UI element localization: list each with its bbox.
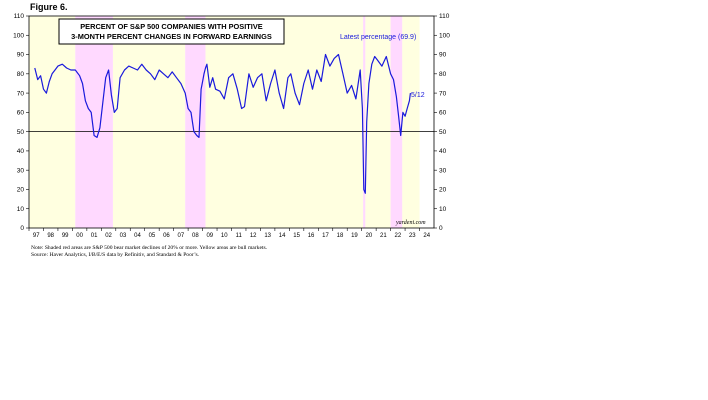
y-tick-label-left: 90	[17, 52, 25, 59]
market-bands	[29, 16, 420, 228]
x-tick-label: 04	[134, 233, 141, 239]
bear-market-band	[75, 16, 113, 228]
y-tick-label-right: 0	[439, 225, 443, 232]
legend-latest-percentage: Latest percentage (69.9)	[340, 34, 416, 41]
x-tick-label: 02	[105, 233, 112, 239]
y-tick-label-left: 70	[17, 90, 25, 97]
series-line	[34, 53, 411, 194]
bear-market-band	[363, 16, 366, 228]
watermark: yardeni.com	[395, 220, 426, 226]
chart-title-line1: PERCENT OF S&P 500 COMPANIES WITH POSITI…	[80, 22, 263, 31]
x-tick-label: 97	[33, 233, 40, 239]
chart-source: Source: Haver Analytics, I/B/E/S data by…	[31, 252, 200, 258]
x-tick-label: 10	[221, 233, 228, 239]
x-tick-label: 05	[149, 233, 156, 239]
y-tick-label-left: 40	[17, 148, 25, 155]
y-tick-label-right: 40	[439, 148, 447, 155]
x-tick-label: 00	[76, 233, 83, 239]
title-box: PERCENT OF S&P 500 COMPANIES WITH POSITI…	[58, 18, 285, 45]
y-tick-label-left: 100	[13, 32, 24, 39]
y-tick-label-left: 0	[20, 225, 24, 232]
x-tick-label: 14	[279, 233, 286, 239]
y-tick-label-right: 30	[439, 167, 447, 174]
x-tick-label: 22	[394, 233, 401, 239]
bear-market-band	[185, 16, 206, 228]
y-tick-label-right: 110	[439, 13, 450, 20]
x-tick-label: 21	[380, 233, 387, 239]
bull-market-band	[365, 16, 391, 228]
y-tick-label-right: 50	[439, 129, 447, 136]
y-tick-label-left: 30	[17, 167, 25, 174]
x-tick-label: 01	[91, 233, 98, 239]
x-tick-label: 98	[47, 233, 54, 239]
y-tick-label-left: 50	[17, 129, 25, 136]
x-tick-label: 23	[409, 233, 416, 239]
x-tick-label: 09	[206, 233, 213, 239]
x-tick-label: 18	[337, 233, 344, 239]
bull-market-band	[205, 16, 364, 228]
x-tick-label: 03	[120, 233, 127, 239]
y-tick-label-left: 80	[17, 71, 25, 78]
x-tick-label: 17	[322, 233, 329, 239]
x-tick-label: 19	[351, 233, 358, 239]
y-tick-label-left: 110	[14, 13, 25, 20]
y-tick-label-left: 10	[17, 206, 25, 213]
chart-title-line2: 3-MONTH PERCENT CHANGES IN FORWARD EARNI…	[71, 32, 272, 41]
x-tick-label: 99	[62, 233, 69, 239]
x-tick-label: 07	[178, 233, 185, 239]
x-tick-label: 20	[366, 233, 373, 239]
x-tick-label: 13	[264, 233, 271, 239]
bull-market-band	[29, 16, 76, 228]
latest-date-annotation: 5/12	[411, 92, 425, 99]
y-tick-label-right: 90	[439, 52, 447, 59]
x-tick-label: 11	[236, 233, 243, 239]
y-tick-label-left: 60	[17, 110, 25, 117]
x-tick-label: 15	[293, 233, 300, 239]
y-tick-label-right: 10	[439, 206, 447, 213]
x-tick-label: 16	[308, 233, 315, 239]
y-tick-label-right: 70	[439, 90, 447, 97]
y-tick-label-right: 80	[439, 71, 447, 78]
x-tick-label: 06	[163, 233, 170, 239]
y-tick-label-right: 60	[439, 110, 447, 117]
x-tick-label: 12	[250, 233, 257, 239]
x-tick-label: 24	[423, 233, 430, 239]
y-tick-label-right: 100	[439, 32, 450, 39]
bull-market-band	[112, 16, 186, 228]
bear-market-band	[390, 16, 403, 228]
figure-label: Figure 6.	[30, 2, 68, 12]
bull-market-band	[402, 16, 420, 228]
y-tick-label-right: 20	[439, 187, 447, 194]
x-tick-label: 08	[192, 233, 199, 239]
y-tick-label-left: 20	[17, 187, 25, 194]
chart-note: Note: Shaded red areas are S&P 500 bear …	[31, 245, 268, 251]
